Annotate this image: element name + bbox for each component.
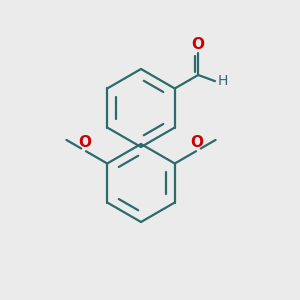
Text: O: O [192, 37, 205, 52]
Text: O: O [190, 135, 203, 150]
Text: H: H [218, 74, 228, 88]
Text: O: O [79, 135, 92, 150]
